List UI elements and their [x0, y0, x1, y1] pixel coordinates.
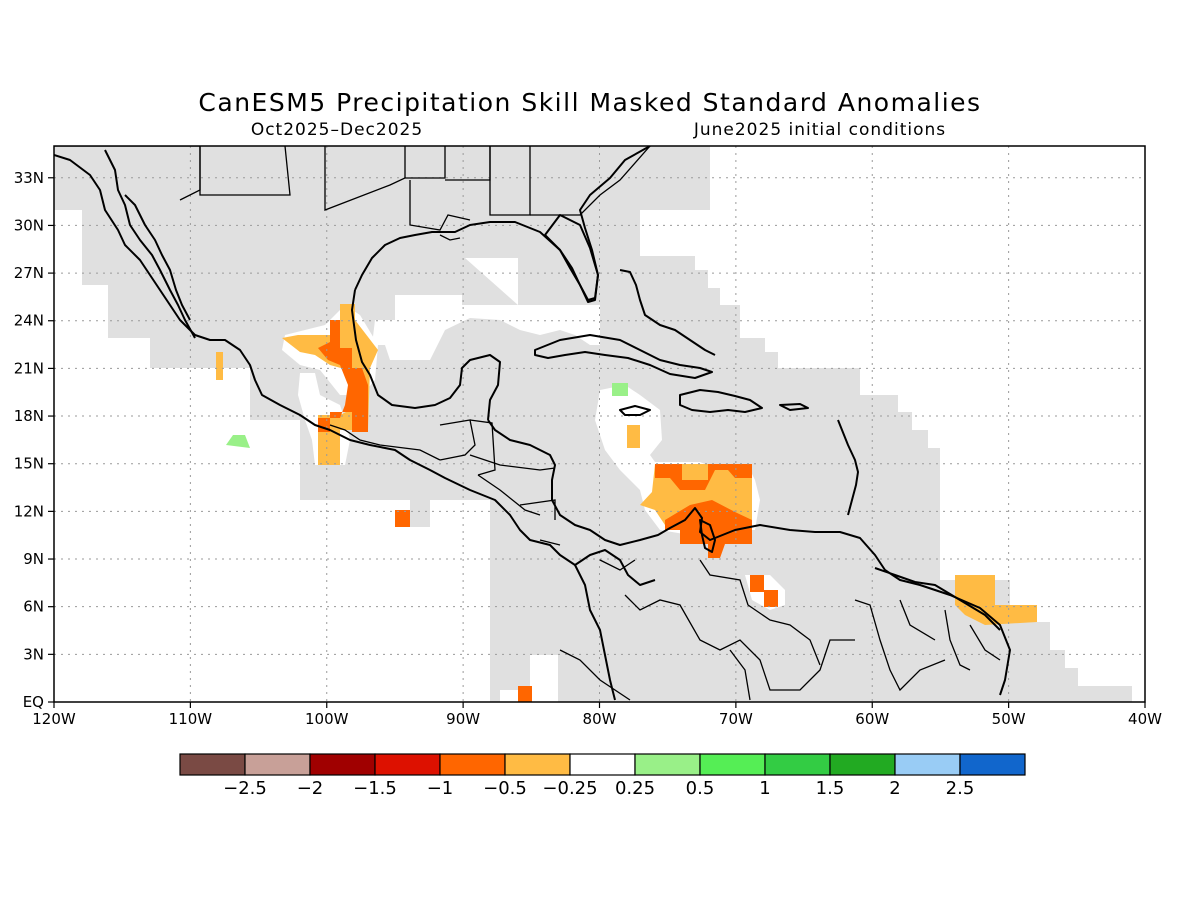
masked-region-main: [54, 146, 1132, 702]
colorbar-label: 1: [759, 778, 770, 799]
lat-tick-label: 9N: [23, 550, 44, 568]
lat-tick-label: 15N: [14, 455, 44, 473]
map-title: CanESM5 Precipitation Skill Masked Stand…: [198, 88, 981, 117]
masked-region-layer: [54, 146, 1132, 702]
colorbar-swatch: [504, 753, 571, 776]
anomaly-mexico-north-orange: [318, 320, 368, 432]
colorbar-swatch: [244, 753, 311, 776]
latitude-axis: EQ 3N 6N 9N 12N 15N 18N 21N 24N 27N 30N 33N: [14, 169, 54, 711]
colorbar-label: 0.5: [686, 778, 715, 799]
coastlines: [54, 146, 1011, 701]
lat-tick-label: 12N: [14, 502, 44, 520]
unmasked-region-layer: [54, 146, 1145, 702]
anomaly-venezuela-orange: [750, 575, 778, 607]
anomaly-maracaibo-orange: [665, 500, 752, 558]
colorbar-swatch: [179, 753, 246, 776]
colorbar-label: 1.5: [816, 778, 845, 799]
lon-tick-label: 70W: [719, 710, 753, 728]
white-southwest-pacific-block: [82, 285, 300, 473]
lon-tick-label: 60W: [855, 710, 889, 728]
anomaly-panama-orange: [518, 686, 532, 702]
colorbar-swatch: [699, 753, 766, 776]
anomaly-mexico-west-coast-light: [216, 352, 223, 380]
anomaly-guianas-light: [955, 575, 1037, 625]
white-gulf-of-mexico: [372, 258, 600, 360]
white-pacific-west-coast: [82, 146, 300, 368]
colorbar: −2.5 −2 −1.5 −1 −0.5 −0.25 0.25 0.5 1 1.5 2 2.5: [179, 753, 1026, 799]
colorbar-label: −2.5: [223, 778, 267, 799]
anomaly-layer: [216, 304, 1037, 702]
lat-tick-label: 18N: [14, 407, 44, 425]
lat-tick-label: EQ: [23, 693, 44, 711]
colorbar-swatch: [439, 753, 506, 776]
lat-tick-label: 24N: [14, 312, 44, 330]
colorbar-label: 2: [889, 778, 900, 799]
colorbar-label: −0.5: [483, 778, 527, 799]
anomaly-jamaica-light: [627, 425, 640, 448]
lon-tick-label: 90W: [446, 710, 480, 728]
lon-tick-label: 120W: [32, 710, 76, 728]
colorbar-label: −2: [297, 778, 324, 799]
anomaly-caribbean-orange-top: [655, 464, 752, 490]
colorbar-swatch: [829, 753, 896, 776]
longitude-axis: 120W 110W 100W 90W 80W 70W 60W 50W 40W: [32, 702, 1162, 728]
lon-tick-label: 40W: [1128, 710, 1162, 728]
colorbar-swatch: [309, 753, 376, 776]
lon-tick-label: 80W: [583, 710, 617, 728]
colorbar-label: −1: [427, 778, 454, 799]
lat-tick-label: 21N: [14, 359, 44, 377]
anomaly-revillagigedo-green: [226, 435, 250, 448]
map-area: [54, 146, 1145, 702]
colorbar-swatch: [764, 753, 831, 776]
forecast-period: Oct2025–Dec2025: [251, 120, 423, 140]
lon-tick-label: 100W: [305, 710, 349, 728]
graticule: [54, 146, 1145, 702]
country-borders: [54, 146, 1001, 701]
colorbar-swatch: [634, 753, 701, 776]
lat-tick-label: 3N: [23, 645, 44, 663]
lat-tick-label: 27N: [14, 264, 44, 282]
lat-tick-label: 30N: [14, 216, 44, 234]
anomaly-jamaica-green: [612, 383, 628, 396]
lat-tick-label: 33N: [14, 169, 44, 187]
colorbar-swatch: [374, 753, 441, 776]
colorbar-swatch: [569, 753, 636, 776]
lon-tick-label: 110W: [169, 710, 213, 728]
anomaly-pacific-orange-spot: [395, 510, 410, 527]
colorbar-label: 0.25: [615, 778, 655, 799]
colorbar-swatch: [959, 753, 1026, 776]
colorbar-label: −1.5: [353, 778, 397, 799]
masked-region-eastern-pacific-south: [54, 473, 300, 702]
white-central-america-pacific: [300, 473, 490, 702]
colorbar-label: −0.25: [542, 778, 597, 799]
colorbar-swatch: [894, 753, 961, 776]
initial-conditions: June2025 initial conditions: [693, 120, 946, 140]
lat-tick-label: 6N: [23, 598, 44, 616]
white-atlantic-east: [640, 146, 1145, 702]
colorbar-label: 2.5: [946, 778, 975, 799]
lon-tick-label: 50W: [992, 710, 1026, 728]
